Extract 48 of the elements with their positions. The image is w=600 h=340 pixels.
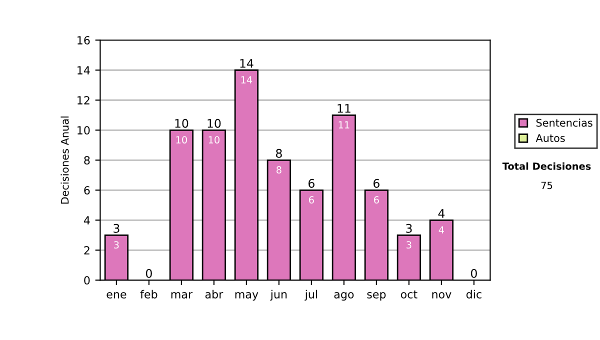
x-tick-label: may [235,292,258,301]
y-tick-label: 8 [84,156,90,165]
text: Total Decisiones [502,162,591,170]
text: 75 [541,182,552,190]
y-tick-label: 12 [78,96,90,104]
data-label: 6 [374,196,379,204]
total-label: 6 [308,178,314,188]
y-tick-label: 0 [84,276,90,285]
x-tick-label: mar [171,292,193,298]
x-tick-label: jul [304,290,318,301]
x-tick-label: feb [140,290,158,298]
total-label: 10 [208,118,221,128]
y-tick-label: 4 [84,216,90,224]
data-label: 10 [208,136,220,144]
x-tick-label: abr [205,290,224,298]
x-tick-label: dic [466,290,482,298]
y-axis-title: Decisiones Anual [60,116,69,204]
total-label: 0 [470,268,477,278]
legend-label: Autos [536,134,565,142]
total-label: 6 [374,178,380,188]
total-label: 0 [146,268,152,278]
y-tick-label: 14 [78,66,90,74]
total-label: 3 [406,224,412,233]
data-label: 14 [241,76,252,84]
y-tick-label: 6 [84,186,90,195]
y-tick-label: 16 [78,36,90,44]
total-label: 3 [114,224,120,233]
data-label: 4 [438,226,444,234]
total-label: 8 [276,148,282,158]
data-label: 3 [406,241,412,249]
total-label: 14 [240,59,254,68]
x-tick-label: ene [106,292,126,298]
y-tick-label: 2 [84,246,90,254]
legend-label: Sentencias [536,118,592,127]
x-tick-label: oct [400,290,418,298]
data-label: 11 [338,121,350,128]
y-tick-label: 10 [78,126,90,135]
x-tick-label: sep [367,292,386,301]
total-label: 11 [338,104,350,113]
total-label: 4 [438,209,445,218]
x-tick-label: jun [270,290,287,301]
x-tick-label: ago [334,292,354,301]
data-label: 3 [114,241,119,249]
data-label: 8 [276,166,282,174]
total-label: 10 [175,118,188,128]
x-tick-label: nov [432,292,452,298]
data-label: 6 [309,196,314,204]
data-label: 10 [176,136,187,144]
